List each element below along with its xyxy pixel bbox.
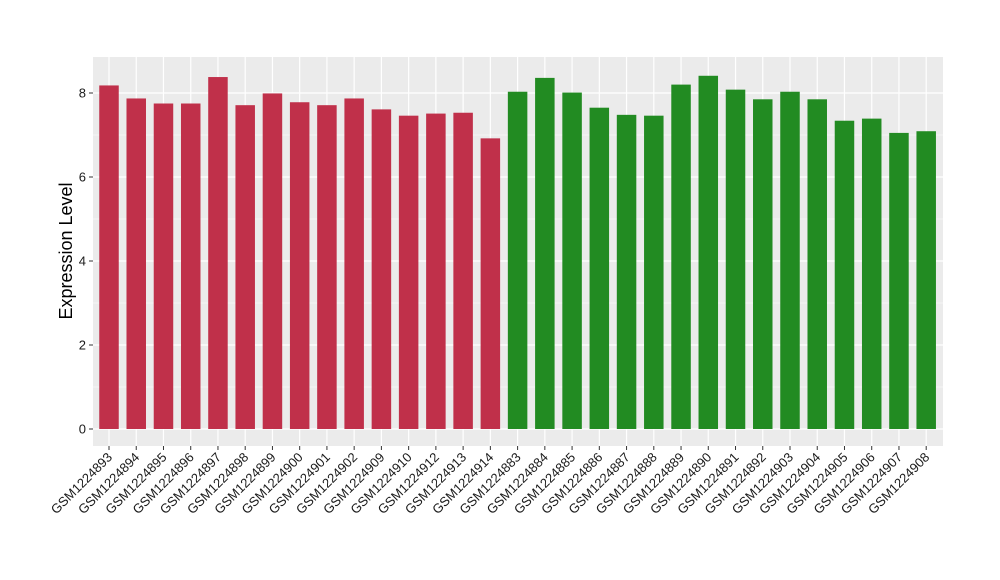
bar-GSM1224900 [289,102,310,430]
bar-GSM1224894 [126,98,146,430]
bar-GSM1224910 [398,115,419,430]
bar-GSM1224887 [616,114,637,429]
y-tick-label: 8 [79,86,86,101]
bar-GSM1224893 [99,85,119,429]
y-tick-label: 0 [79,422,86,437]
bar-GSM1224883 [507,91,528,430]
bar-GSM1224898 [235,105,255,430]
bar-GSM1224888 [644,115,664,430]
bar-GSM1224886 [589,107,610,429]
bar-GSM1224909 [371,109,392,429]
bar-GSM1224895 [153,103,174,429]
y-axis: 0 2 4 6 8 [79,86,93,437]
y-axis-title: Expression Level [56,182,76,319]
bar-GSM1224897 [208,77,228,429]
bar-GSM1224901 [317,105,337,430]
bar-GSM1224902 [344,98,364,430]
bar-GSM1224905 [834,120,855,429]
bar-GSM1224908 [916,131,936,429]
y-tick-label: 2 [79,338,86,353]
bar-GSM1224914 [480,138,501,430]
bar-GSM1224904 [807,99,827,430]
bar-GSM1224892 [753,99,773,430]
bar-GSM1224896 [180,103,201,429]
bar-GSM1224885 [562,92,582,429]
bar-GSM1224890 [698,75,719,429]
bar-GSM1224907 [889,132,909,429]
bar-GSM1224899 [262,93,283,430]
bar-GSM1224891 [725,89,746,429]
bars [99,75,936,430]
x-axis: GSM1224893GSM1224894GSM1224895GSM1224896… [48,446,932,517]
bar-GSM1224889 [671,84,691,429]
y-tick-label: 6 [79,170,86,185]
bar-GSM1224884 [535,77,555,429]
bar-GSM1224912 [426,113,446,429]
bar-GSM1224913 [453,112,473,430]
bar-GSM1224906 [861,118,882,430]
bar-GSM1224903 [780,91,800,430]
y-tick-label: 4 [79,254,86,269]
